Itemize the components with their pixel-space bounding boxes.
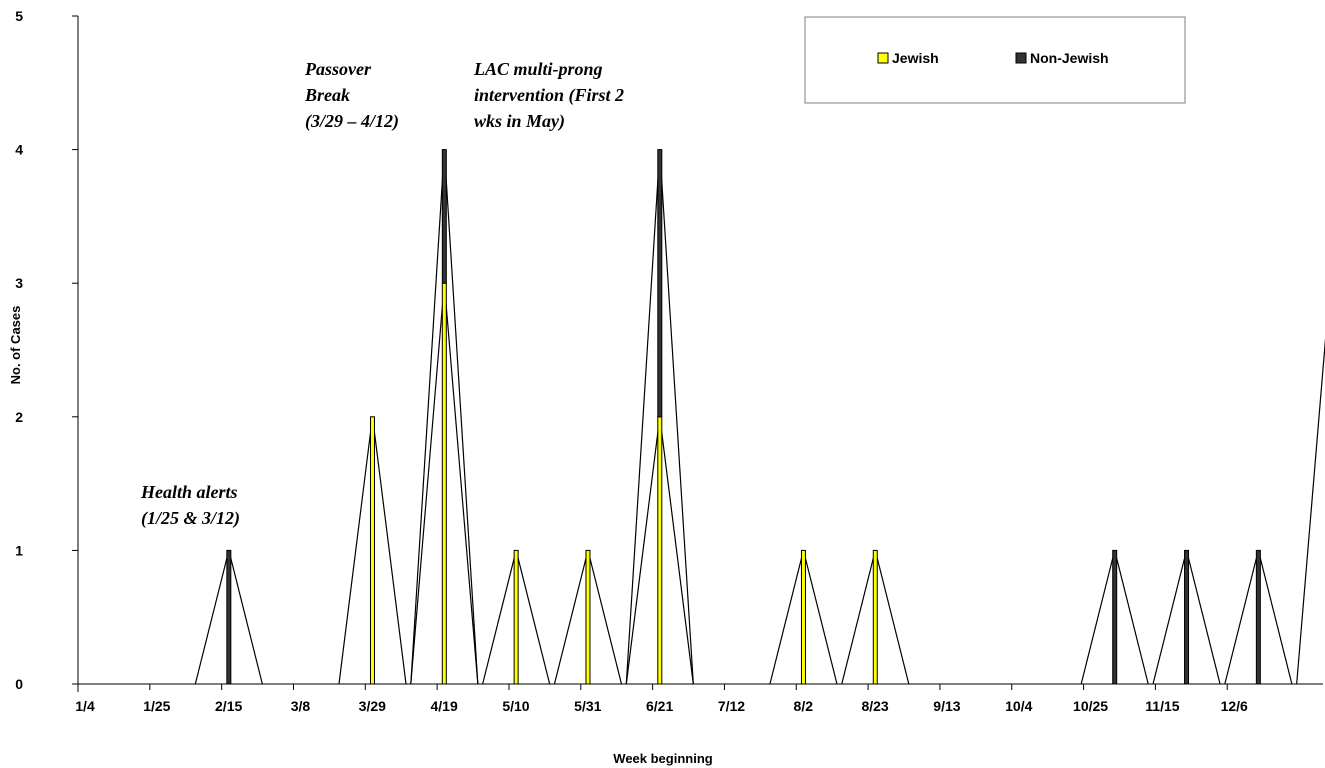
x-tick-label: 3/8 (291, 698, 311, 714)
annotation-passover-line-2: Break (304, 85, 350, 105)
annotation-lac-line-1: LAC multi-prong (473, 59, 603, 79)
x-tick-label: 11/15 (1145, 698, 1179, 714)
y-tick-label: 3 (15, 275, 23, 291)
annotation-passover-line-1: Passover (304, 59, 372, 79)
bar-jewish (657, 416, 663, 685)
y-tick-label: 4 (15, 142, 23, 158)
tick-label-layer: 0 1 2 3 4 5 1/4 1/25 2/15 3/8 3/29 4/19 5/10 5/31 6/21… (15, 8, 1248, 714)
x-tick-label: 12/6 (1221, 698, 1248, 714)
bar-non-jewish (1255, 549, 1261, 685)
x-tick-label: 1/4 (75, 698, 95, 714)
annotation-passover-line-3: (3/29 – 4/12) (305, 111, 399, 132)
bar-non-jewish (1184, 549, 1190, 685)
x-tick-label: 2/15 (215, 698, 242, 714)
legend-swatch-non-jewish (1015, 52, 1027, 64)
x-tick-label: 6/21 (646, 698, 673, 714)
y-tick-label: 1 (15, 542, 23, 558)
y-tick-label: 5 (15, 8, 23, 24)
x-axis-title: Week beginning (613, 751, 712, 766)
bar-jewish (369, 416, 375, 685)
annotation-health-alerts-line-2: (1/25 & 3/12) (141, 508, 240, 529)
bar-layer (226, 149, 1261, 685)
x-tick-label: 3/29 (359, 698, 386, 714)
annotation-health-alerts-line-1: Health alerts (140, 482, 238, 502)
legend-box (804, 16, 1186, 104)
legend-label-non-jewish: Non-Jewish (1030, 50, 1109, 66)
x-tick-label: 5/31 (574, 698, 601, 714)
bar-non-jewish (1112, 549, 1118, 685)
x-tick-label: 10/25 (1073, 698, 1108, 714)
x-tick-label: 8/23 (861, 698, 888, 714)
bar-jewish (800, 549, 806, 685)
annotation-lac-line-2: intervention (First 2 (474, 85, 624, 106)
bar-jewish (585, 549, 591, 685)
axes-layer (72, 15, 1323, 692)
bar-jewish (441, 282, 447, 685)
x-tick-label: 9/13 (933, 698, 960, 714)
x-tick-label: 8/2 (794, 698, 814, 714)
x-tick-label: 7/12 (718, 698, 745, 714)
x-tick-label: 5/10 (502, 698, 529, 714)
legend-label-jewish: Jewish (892, 50, 939, 66)
y-axis-title: No. of Cases (8, 306, 23, 385)
outline-layer (194, 149, 1325, 685)
bar-non-jewish (441, 149, 447, 284)
x-tick-label: 1/25 (143, 698, 170, 714)
x-tick-label: 4/19 (431, 698, 458, 714)
legend: Jewish Non-Jewish (804, 16, 1186, 104)
y-tick-label: 2 (15, 409, 23, 425)
bar-jewish (513, 549, 519, 685)
annotation-lac-intervention: LAC multi-prong intervention (First 2 wk… (473, 59, 629, 132)
x-tick-label: 10/4 (1005, 698, 1032, 714)
bar-non-jewish (226, 549, 232, 685)
bar-jewish (872, 549, 878, 685)
annotation-lac-line-3: wks in May) (474, 111, 565, 132)
y-tick-label: 0 (15, 676, 23, 692)
bar-non-jewish (657, 149, 663, 418)
annotation-passover: Passover Break (3/29 – 4/12) (304, 59, 399, 132)
annotation-health-alerts: Health alerts (1/25 & 3/12) (140, 482, 242, 529)
cumulative-outline (1296, 337, 1325, 685)
legend-swatch-jewish (877, 52, 889, 64)
